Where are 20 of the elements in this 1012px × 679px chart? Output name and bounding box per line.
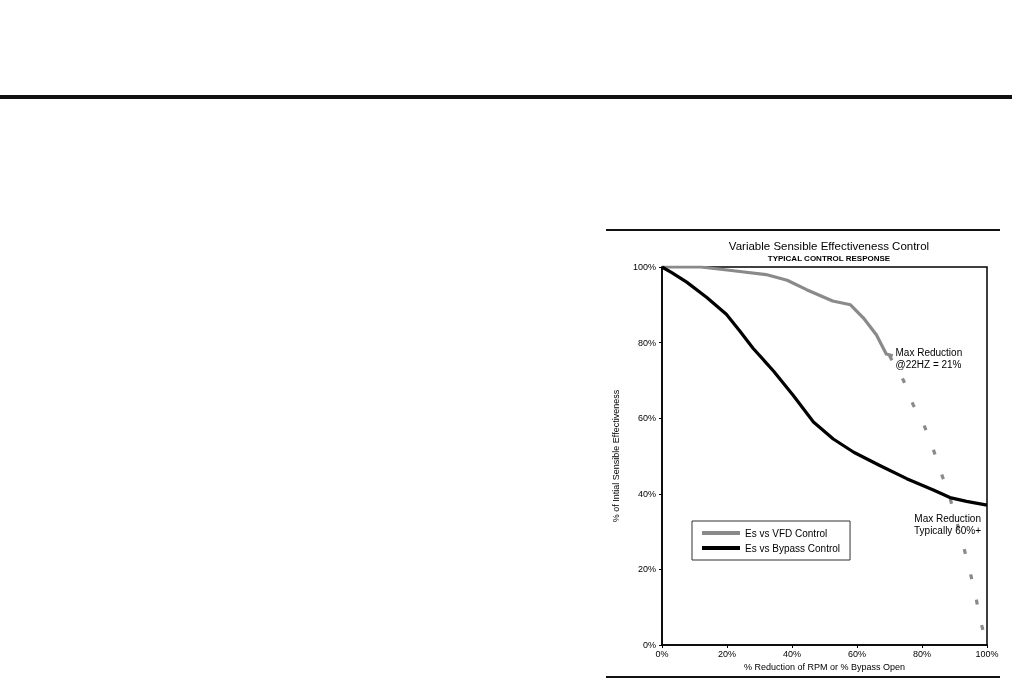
legend-label: Es vs VFD Control xyxy=(745,527,828,539)
annotation: Max Reduction @22HZ = 21% xyxy=(895,347,963,371)
x-tick-label: 20% xyxy=(717,648,737,659)
annotation: Max Reduction Typically 60%+ xyxy=(914,512,982,536)
y-tick-label: 40% xyxy=(637,488,656,499)
y-tick-label: 100% xyxy=(632,262,656,272)
y-axis-title: % of Intial Sensible Effectiveness xyxy=(610,389,621,523)
y-tick-label: 80% xyxy=(637,337,656,348)
y-tick-label: 60% xyxy=(637,413,656,424)
chart-title: Variable Sensible Effectiveness Control xyxy=(728,240,930,252)
chart-subtitle: TYPICAL CONTROL RESPONSE xyxy=(767,253,891,263)
y-tick-label: 20% xyxy=(637,564,656,575)
x-axis-title: % Reduction of RPM or % Bypass Open xyxy=(743,662,906,673)
x-tick-label: 60% xyxy=(847,648,867,659)
x-tick-label: 100% xyxy=(975,648,999,659)
x-tick-label: 80% xyxy=(912,648,932,659)
legend-label: Es vs Bypass Control xyxy=(745,542,841,554)
y-tick-label: 0% xyxy=(642,640,656,650)
x-tick-label: 40% xyxy=(782,648,802,659)
x-tick-label: 0% xyxy=(655,648,669,659)
